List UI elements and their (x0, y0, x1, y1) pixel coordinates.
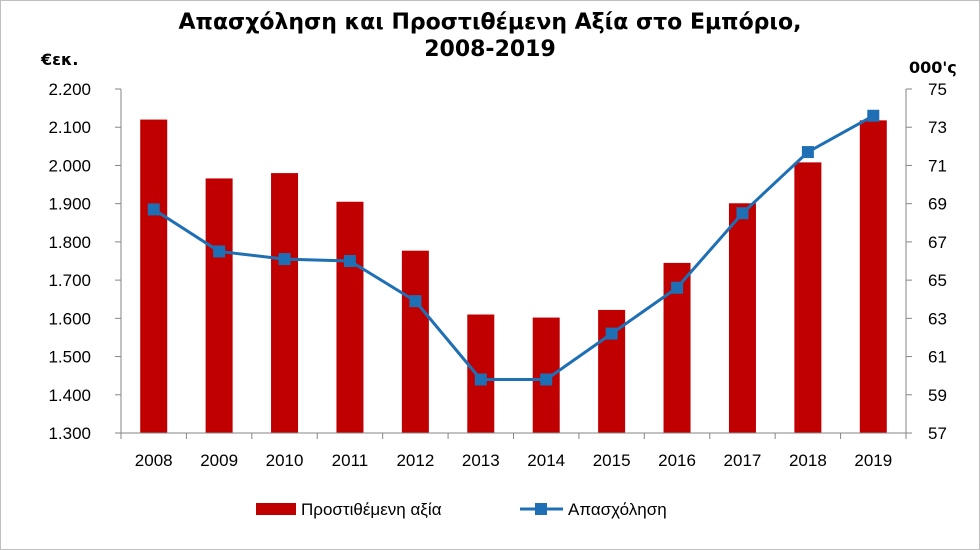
left-tick-label: 1.300 (48, 424, 91, 443)
right-tick-label: 59 (928, 386, 947, 405)
right-tick-label: 69 (928, 195, 947, 214)
x-tick-label-2017: 2017 (724, 451, 762, 470)
left-tick-label: 2.100 (48, 118, 91, 137)
bar-2018 (794, 162, 822, 434)
x-tick-label-2010: 2010 (266, 451, 304, 470)
chart-title-line-1: Απασχόληση και Προστιθέμενη Αξία στο Εμπ… (179, 10, 802, 35)
legend-label-value-added: Προστιθέμενη αξία (301, 500, 442, 519)
bar-2019 (859, 120, 887, 433)
left-tick-label: 1.900 (48, 195, 91, 214)
bar-2009 (205, 178, 233, 433)
x-tick-label-2013: 2013 (462, 451, 500, 470)
bar-2008 (140, 119, 168, 434)
left-tick-label: 1.700 (48, 271, 91, 290)
right-tick-label: 57 (928, 424, 947, 443)
bar-2012 (401, 250, 429, 433)
x-tick-label-2009: 2009 (200, 451, 238, 470)
plot-area: 1.300 1.400 1.500 1.600 1.700 1.800 1.900 2.000… (48, 80, 946, 470)
left-tick-label: 1.500 (48, 348, 91, 367)
employment-marker-2008 (147, 203, 160, 216)
x-tick-label-2011: 2011 (332, 451, 369, 470)
x-tick-label-2018: 2018 (789, 451, 827, 470)
legend-swatch-employment-marker (535, 503, 547, 515)
bar-2010 (271, 173, 299, 434)
bar-2011 (336, 201, 364, 433)
right-tick-label: 73 (928, 118, 947, 137)
left-tick-label: 2.000 (48, 156, 91, 175)
legend-label-employment: Απασχόληση (568, 500, 667, 519)
employment-marker-2013 (474, 373, 487, 386)
employment-marker-2010 (278, 253, 291, 266)
right-tick-label: 63 (928, 309, 947, 328)
chart-title-line-2: 2008-2019 (424, 37, 556, 62)
employment-marker-2009 (213, 245, 226, 258)
x-tick-label-2019: 2019 (854, 451, 892, 470)
legend-swatch-value-added (256, 503, 296, 515)
x-tick-label-2008: 2008 (135, 451, 173, 470)
left-axis-unit-label: €εκ. (40, 50, 78, 69)
employment-marker-2017 (736, 207, 749, 220)
right-tick-label: 67 (928, 233, 947, 252)
right-tick-label: 65 (928, 271, 947, 290)
employment-marker-2011 (343, 255, 356, 267)
right-tick-label: 61 (928, 348, 947, 367)
employment-line (152, 114, 875, 381)
left-tick-label: 1.600 (48, 309, 91, 328)
x-tick-label-2016: 2016 (658, 451, 696, 470)
legend: Προστιθέμενη αξία Απασχόληση (256, 500, 667, 519)
right-tick-label: 75 (928, 80, 947, 99)
x-tick-label-2012: 2012 (396, 451, 434, 470)
employment-marker-2015 (605, 327, 618, 340)
employment-marker-2019 (867, 109, 880, 122)
x-tick-label-2015: 2015 (593, 451, 631, 470)
right-axis-unit-label: 000'ς (909, 58, 957, 77)
left-tick-label: 2.200 (48, 80, 91, 99)
bar-2017 (728, 203, 756, 433)
employment-marker-2014 (540, 373, 553, 386)
employment-marker-2016 (671, 281, 684, 294)
employment-marker-2012 (409, 295, 422, 308)
left-tick-label: 1.800 (48, 233, 91, 252)
left-tick-label: 1.400 (48, 386, 91, 405)
x-tick-label-2014: 2014 (527, 451, 565, 470)
employment-marker-2018 (801, 146, 814, 159)
right-tick-label: 71 (928, 156, 947, 175)
